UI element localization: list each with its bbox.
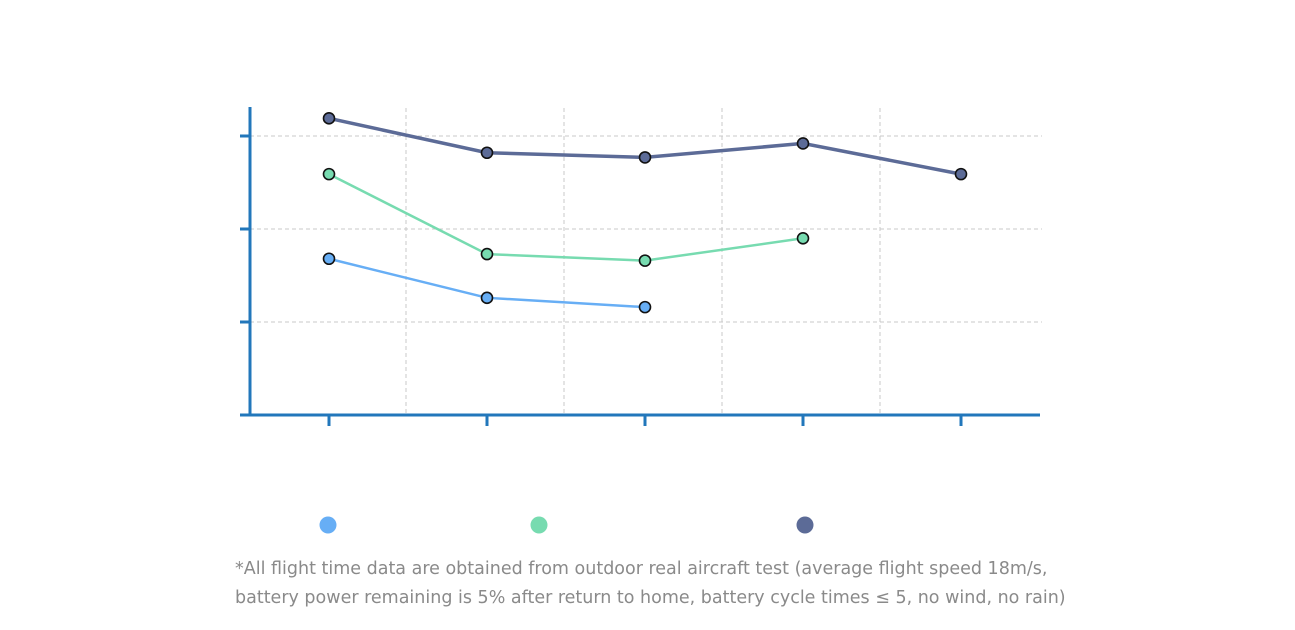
legend-marker-3 — [796, 516, 814, 534]
data-point — [796, 137, 810, 150]
legend-marker-2 — [530, 516, 548, 534]
data-point — [480, 291, 494, 305]
series-line-3 — [328, 116, 962, 176]
footnote: *All flight time data are obtained from … — [235, 555, 1066, 613]
data-point — [638, 151, 652, 164]
footnote-line-2: battery power remaining is 5% after retu… — [235, 588, 1066, 608]
data-point — [480, 146, 494, 160]
series-line-2 — [328, 173, 804, 262]
data-point — [480, 247, 494, 261]
data-point — [322, 252, 336, 266]
data-point — [954, 167, 968, 181]
legend-marker-1 — [319, 516, 337, 534]
data-point — [638, 300, 652, 314]
footnote-line-1: *All flight time data are obtained from … — [235, 559, 1048, 579]
data-point — [796, 232, 810, 245]
data-point — [638, 254, 652, 267]
data-point — [322, 167, 336, 181]
data-point — [322, 112, 336, 125]
